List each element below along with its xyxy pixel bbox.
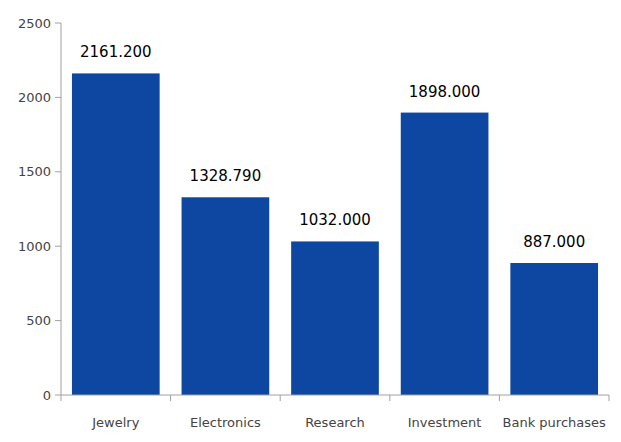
x-tick-label: Jewelry: [91, 415, 139, 430]
bars: [72, 73, 598, 395]
chart-svg: 0 500 1000 1500 2000 2500 Jewelry Electronics Re…: [0, 0, 621, 442]
y-tick: [55, 171, 61, 172]
y-tick-label: 1000: [18, 239, 51, 254]
x-tick: [389, 395, 390, 401]
x-tick-label: Electronics: [190, 415, 261, 430]
x-tick: [280, 395, 281, 401]
y-tick-label: 1500: [18, 164, 51, 179]
data-label: 1032.000: [299, 211, 371, 229]
y-tick: [55, 395, 61, 396]
data-label: 2161.200: [80, 43, 152, 61]
y-tick: [55, 246, 61, 247]
bar: [401, 113, 489, 395]
y-tick-label: 2000: [18, 90, 51, 105]
y-tick-label: 2500: [18, 16, 51, 31]
bar: [510, 263, 598, 395]
x-tick-label: Bank purchases: [503, 415, 606, 430]
x-tick-label: Research: [305, 415, 365, 430]
y-tick-label: 0: [43, 388, 51, 403]
y-tick-label: 500: [26, 313, 51, 328]
x-tick: [499, 395, 500, 401]
data-label: 887.000: [523, 233, 585, 251]
x-tick: [61, 395, 62, 401]
x-tick: [170, 395, 171, 401]
y-tick: [55, 320, 61, 321]
data-label: 1898.000: [409, 83, 481, 101]
bar: [182, 197, 270, 395]
bar: [291, 241, 379, 395]
bar: [72, 73, 160, 395]
data-label: 1328.790: [190, 167, 262, 185]
y-tick: [55, 23, 61, 24]
y-tick: [55, 97, 61, 98]
x-tick: [609, 395, 610, 401]
x-axis-line: [61, 395, 609, 396]
chart-container: 0 500 1000 1500 2000 2500 Jewelry Electronics Re…: [0, 0, 621, 442]
x-tick-label: Investment: [408, 415, 482, 430]
y-axis-line: [61, 23, 62, 395]
